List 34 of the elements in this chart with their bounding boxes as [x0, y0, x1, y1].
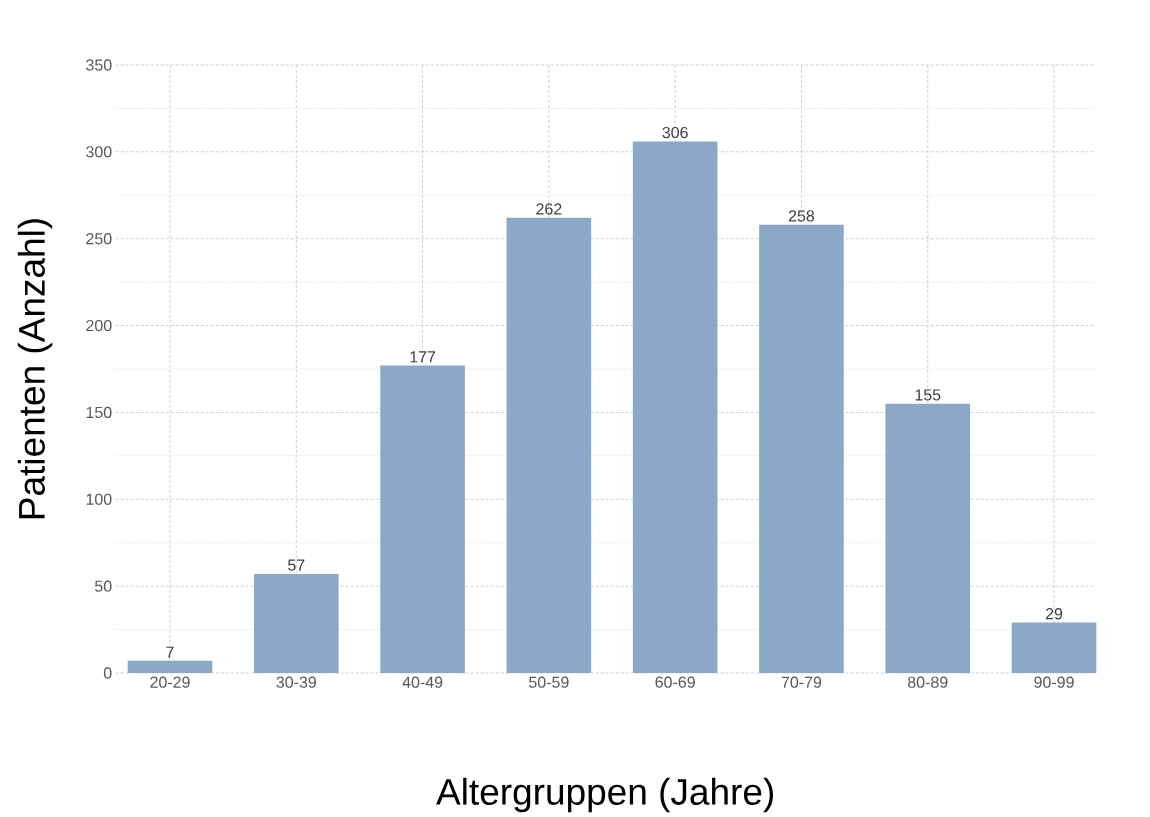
- x-axis-title: Altergruppen (Jahre): [436, 777, 773, 813]
- data-label: 7: [166, 646, 174, 658]
- bar: [632, 141, 718, 673]
- x-tick-label: 20-29: [150, 676, 190, 688]
- data-label: 57: [288, 559, 305, 571]
- x-tick-label: 70-79: [781, 676, 822, 688]
- y-tick-label: 200: [86, 319, 112, 332]
- bar: [885, 403, 971, 673]
- x-tick-label: 40-49: [402, 676, 443, 688]
- y-tick-label: 100: [86, 493, 112, 505]
- data-label: 262: [536, 203, 562, 215]
- bar: [759, 224, 844, 673]
- y-tick-label: 50: [95, 580, 112, 592]
- data-label: 258: [788, 210, 815, 222]
- y-tick-label: 350: [86, 59, 112, 71]
- y-tick-label: 250: [86, 233, 112, 245]
- x-tick-label: 60-69: [655, 676, 695, 688]
- bar: [506, 217, 592, 673]
- data-label: 177: [410, 351, 436, 363]
- y-tick-label: 300: [86, 146, 112, 158]
- y-tick-label: 0: [103, 667, 112, 679]
- bar: [127, 660, 213, 673]
- x-tick-label: 90-99: [1034, 676, 1074, 688]
- y-axis-title: Patienten (Anzahl): [17, 219, 53, 519]
- data-label: 306: [662, 126, 688, 139]
- x-tick-label: 80-89: [907, 676, 948, 688]
- bar: [380, 365, 465, 673]
- x-tick-label: 30-39: [276, 676, 316, 688]
- data-label: 29: [1045, 608, 1063, 620]
- x-tick-label: 50-59: [529, 676, 569, 688]
- bar: [253, 573, 339, 673]
- y-tick-label: 150: [86, 406, 112, 419]
- bar: [1011, 622, 1097, 673]
- data-label: 155: [915, 389, 941, 401]
